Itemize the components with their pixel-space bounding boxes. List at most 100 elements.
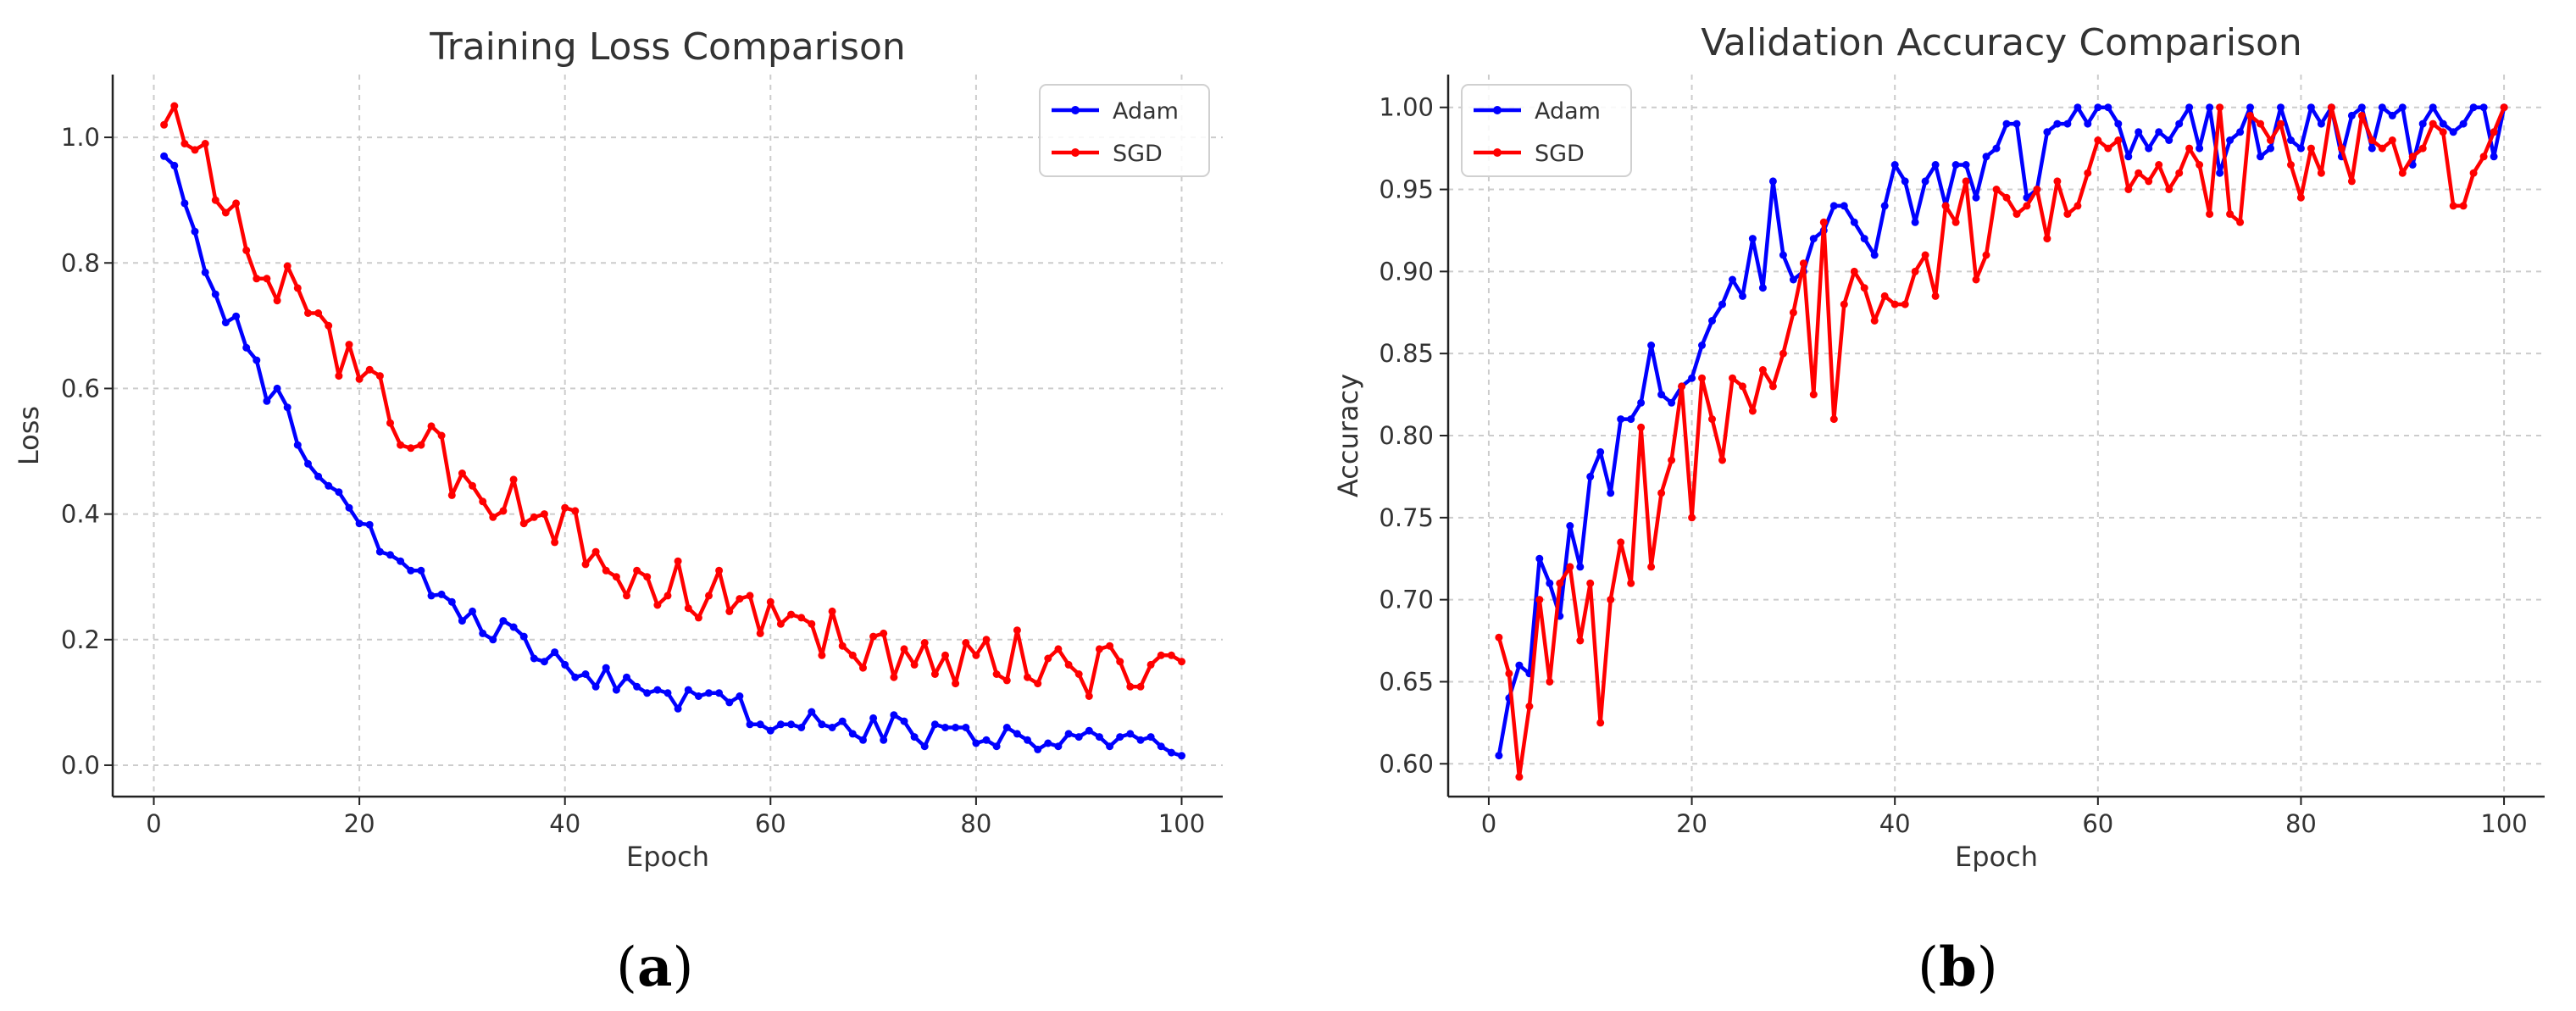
data-point (1013, 730, 1021, 738)
data-point (1748, 407, 1757, 415)
data-point (530, 513, 538, 521)
y-tick-label: 0.90 (1379, 257, 1434, 286)
data-point (1982, 153, 1990, 161)
data-point (1546, 579, 1554, 587)
data-point (1566, 522, 1574, 530)
data-point (1505, 669, 1513, 678)
legend: Adam SGD (1461, 84, 1632, 177)
data-point (407, 566, 415, 575)
data-point (1095, 733, 1103, 742)
data-point (325, 321, 333, 330)
data-point (900, 645, 908, 653)
chart-title: Training Loss Comparison (429, 25, 906, 69)
data-point (1698, 374, 1706, 382)
data-point (242, 343, 251, 352)
y-tick-label: 0.95 (1379, 175, 1434, 204)
data-point (489, 636, 497, 644)
data-point (591, 547, 600, 556)
data-point (1698, 342, 1706, 349)
data-point (694, 614, 702, 622)
data-point (1146, 733, 1155, 742)
data-point (787, 720, 796, 729)
data-point (2287, 136, 2295, 144)
data-point (715, 689, 724, 697)
data-point (1768, 177, 1777, 186)
data-point (571, 507, 580, 515)
data-point (2165, 186, 2174, 193)
data-point (2084, 119, 2092, 128)
chart-title: Validation Accuracy Comparison (1701, 21, 2302, 64)
data-point (880, 736, 888, 744)
data-point (1136, 682, 1145, 691)
data-point (2500, 103, 2508, 112)
data-point (756, 629, 764, 637)
data-point (1951, 218, 1960, 226)
data-point (417, 566, 425, 575)
data-point (1074, 670, 1083, 678)
data-point (1901, 300, 1909, 308)
data-point (2185, 103, 2194, 112)
data-point (674, 704, 682, 713)
data-point (952, 680, 960, 688)
data-point (1596, 447, 1605, 456)
data-point (375, 372, 384, 381)
data-point (1607, 596, 1615, 604)
data-point (2418, 144, 2427, 153)
data-point (211, 290, 219, 298)
data-point (2145, 144, 2153, 153)
data-point (427, 592, 436, 600)
data-point (1982, 251, 1990, 259)
data-point (273, 384, 281, 392)
data-point (746, 592, 754, 600)
data-point (663, 592, 672, 600)
data-point (1870, 317, 1879, 325)
data-point (2094, 136, 2102, 144)
data-point (1044, 739, 1052, 747)
data-point (2165, 136, 2174, 144)
data-point (2216, 169, 2224, 177)
x-tick-label: 100 (2480, 809, 2527, 838)
data-point (1106, 642, 1114, 650)
data-point (1167, 748, 1175, 757)
x-tick-label: 80 (960, 809, 991, 838)
data-point (2307, 144, 2315, 153)
data-point (736, 692, 744, 700)
data-point (2307, 103, 2315, 112)
data-point (1678, 382, 1686, 391)
data-point (469, 481, 476, 490)
data-point (725, 698, 734, 707)
data-point (170, 161, 179, 169)
data-point (2155, 128, 2163, 136)
data-point (2216, 103, 2224, 112)
data-point (2246, 111, 2254, 119)
x-tick-label: 60 (2082, 809, 2113, 838)
data-point (900, 717, 908, 725)
data-point (1647, 342, 1656, 349)
series-sgd (160, 102, 1185, 700)
data-point (1758, 366, 1767, 374)
data-point (2368, 144, 2376, 153)
data-point (191, 146, 199, 154)
data-point (253, 275, 261, 283)
data-point (530, 654, 538, 663)
data-point (160, 120, 169, 129)
data-point (2196, 144, 2204, 153)
data-point (253, 356, 261, 364)
legend-marker (1071, 148, 1080, 157)
data-point (982, 636, 991, 644)
data-point (1880, 202, 1889, 210)
data-point (828, 724, 836, 731)
data-point (1157, 742, 1165, 751)
data-point (653, 686, 662, 694)
series-line (163, 154, 1183, 758)
data-point (2479, 103, 2488, 112)
data-point (684, 686, 692, 694)
data-point (314, 472, 323, 481)
data-point (540, 658, 548, 666)
data-point (1880, 292, 1889, 300)
data-point (2124, 186, 2133, 193)
legend-marker (1493, 148, 1502, 157)
data-point (2408, 153, 2417, 161)
data-point (818, 651, 826, 659)
data-point (479, 497, 487, 506)
